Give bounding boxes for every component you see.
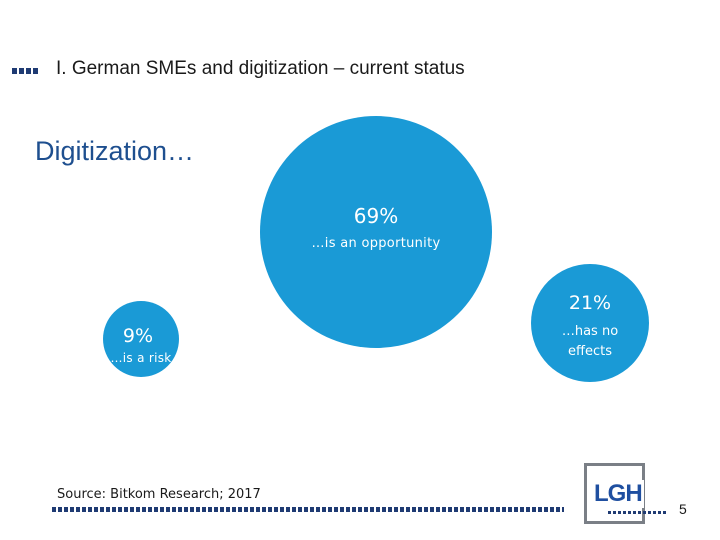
page-number: 5	[679, 501, 687, 517]
section-marker-dots	[12, 68, 38, 74]
bubble-opportunity: 69% …is an opportunity	[260, 116, 492, 348]
bubble-no-effects: 21% …has no effects	[531, 264, 649, 382]
footer-dotted-line	[52, 507, 564, 512]
bubble-no-effects-label: …has no effects	[561, 324, 619, 359]
bubble-risk-percent: 9%	[122, 325, 154, 347]
section-title: I. German SMEs and digitization – curren…	[56, 58, 465, 79]
slide-subtitle: Digitization…	[35, 136, 195, 166]
source-note: Source: Bitkom Research; 2017	[57, 487, 261, 502]
lgh-logo: LGH	[592, 480, 644, 508]
logo-dotted-line	[608, 511, 668, 514]
bubble-risk: 9% …is a risk	[103, 301, 179, 377]
bubble-opportunity-percent: 69%	[353, 204, 399, 228]
bubble-opportunity-label: …is an opportunity	[311, 236, 441, 251]
bubble-risk-label: …is a risk	[110, 351, 172, 365]
bubble-no-effects-percent: 21%	[568, 292, 612, 314]
